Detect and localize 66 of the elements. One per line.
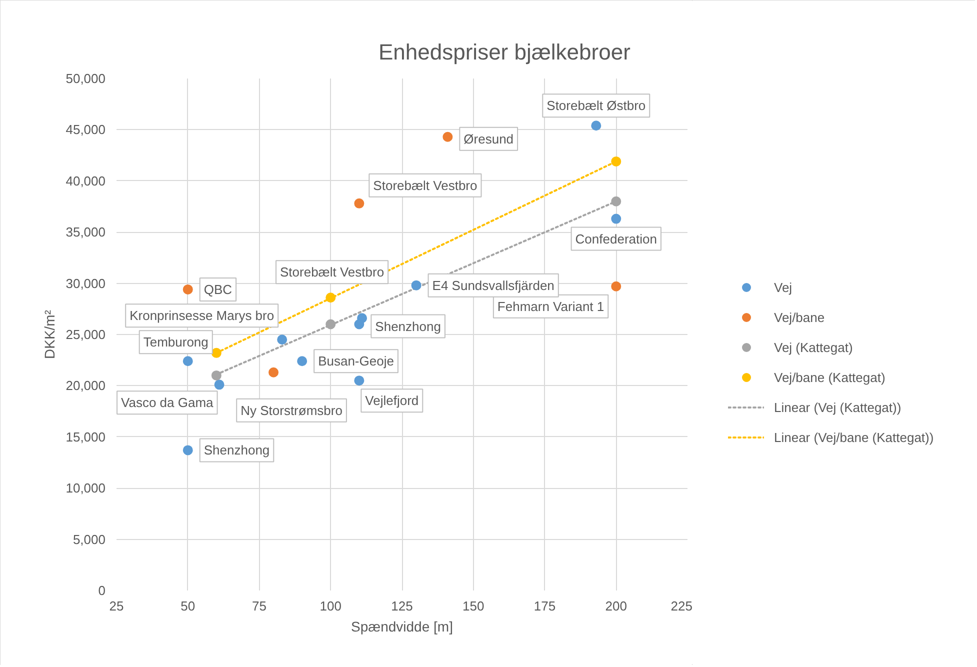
point <box>591 120 602 131</box>
x-axis-title: Spændvidde [m] <box>351 618 453 634</box>
y-tick-label: 20,000 <box>66 378 106 394</box>
annotation: Vasco da Gama <box>121 395 214 410</box>
legend-label: Vej (Kattegat) <box>774 338 853 357</box>
legend-label: Linear (Vej (Kattegat)) <box>774 398 902 417</box>
point <box>277 334 288 345</box>
y-tick-label: 40,000 <box>66 173 106 188</box>
annotation: Busan-Geoje <box>318 354 394 369</box>
point <box>326 292 336 303</box>
x-tick-label: 50 <box>180 598 196 614</box>
x-tick-label: 25 <box>109 598 124 614</box>
y-tick-label: 45,000 <box>66 122 106 138</box>
y-tick-label: 25,000 <box>66 327 106 342</box>
annotation: QBC <box>204 282 232 297</box>
y-tick-label: 50,000 <box>66 71 106 86</box>
point <box>211 348 222 358</box>
x-tick-label: 150 <box>462 598 484 614</box>
chart-title: Enhedspriser bjælkebroer <box>378 40 630 64</box>
point <box>214 380 224 390</box>
point <box>611 281 622 292</box>
annotation: Øresund <box>464 131 514 146</box>
point <box>268 367 279 378</box>
point <box>611 214 622 224</box>
x-tick-label: 175 <box>534 598 556 614</box>
x-tick-label: 225 <box>670 598 693 614</box>
point <box>411 280 422 290</box>
point <box>354 376 364 386</box>
point <box>354 319 364 330</box>
annotation: Storebælt Vestbro <box>280 264 384 280</box>
annotation: Temburong <box>143 334 208 350</box>
legend-label: Linear (Vej/bane (Kattegat)) <box>774 428 934 447</box>
legend-label: Vej/bane <box>774 308 825 327</box>
annotation: E4 Sundsvallsfjärden <box>432 278 554 293</box>
y-tick-label: 10,000 <box>66 480 106 496</box>
annotation: Vejlefjord <box>365 393 419 408</box>
annotation: Ny Storstrømsbro <box>240 402 342 418</box>
x-tick-label: 125 <box>391 598 413 614</box>
y-tick-label: 15,000 <box>66 429 106 444</box>
y-tick-label: 0 <box>98 583 106 598</box>
annotation: Kronprinsesse Marys bro <box>130 308 274 324</box>
x-tick-label: 200 <box>605 598 627 614</box>
annotation: Storebælt Østbro <box>546 98 646 114</box>
point <box>354 198 364 208</box>
y-tick-label: 35,000 <box>66 224 106 240</box>
x-tick-label: 100 <box>320 598 342 614</box>
annotation: Shenzhong <box>204 442 270 458</box>
y-axis-title: DKK/m² <box>42 310 58 359</box>
legend-label: Vej <box>774 278 794 297</box>
y-tick-label: 5,000 <box>72 532 106 547</box>
point <box>182 356 193 366</box>
point <box>211 370 222 380</box>
point <box>442 132 453 142</box>
x-tick-label: 75 <box>252 598 266 614</box>
point <box>182 284 193 294</box>
annotation: Storebælt Vestbro <box>373 178 478 193</box>
point <box>326 319 336 330</box>
point <box>611 156 622 166</box>
annotation: Confederation <box>575 231 657 246</box>
y-tick-label: 30,000 <box>66 276 106 291</box>
legend-label: Vej/bane (Kattegat) <box>774 368 886 387</box>
annotation: Fehmarn Variant 1 <box>497 298 604 314</box>
point <box>182 445 193 456</box>
annotation: Shenzhong <box>375 318 441 334</box>
point <box>611 196 622 206</box>
point <box>297 356 308 366</box>
